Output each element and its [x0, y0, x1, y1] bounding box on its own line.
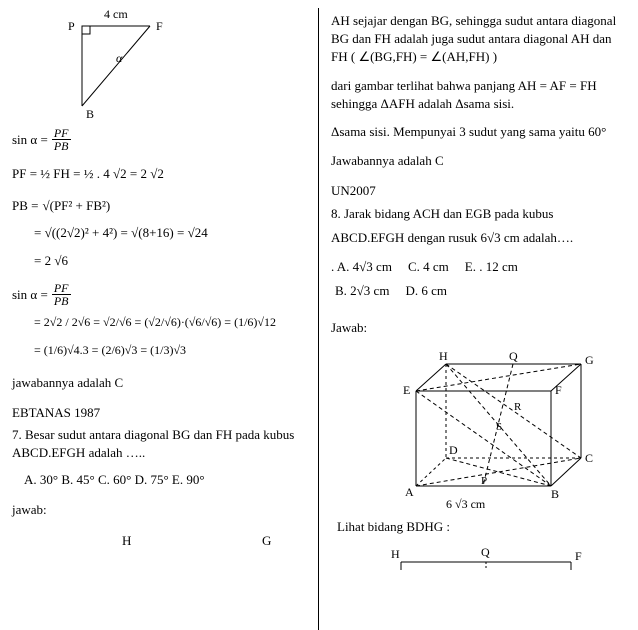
- small-Q: Q: [481, 545, 490, 559]
- eq-sina-2: sin α = PF PB: [12, 282, 306, 307]
- left-column: 4 cm P F B α sin α = PF PB PF = ½ FH = ½…: [0, 0, 318, 630]
- label-4cm: 4 cm: [104, 8, 128, 21]
- p3: Δsama sisi. Mempunyai 3 sudut yang sama …: [331, 123, 625, 141]
- eq-pb-1: PB = √(PF² + FB²): [12, 196, 306, 216]
- eq-pf: PF = ½ FH = ½ . 4 √2 = 2 √2: [12, 164, 306, 184]
- un2007: UN2007: [331, 181, 625, 201]
- label-F: F: [156, 19, 163, 33]
- frac-pf-pb: PF PB: [52, 127, 71, 152]
- label-B: B: [86, 107, 94, 121]
- sina2-lhs: sin α =: [12, 285, 48, 305]
- right-column: AH sejajar dengan BG, sehingga sudut ant…: [319, 0, 637, 630]
- cube-figure: H Q G E F A B C D R S P 6 √3 cm: [391, 346, 611, 511]
- small-F: F: [575, 549, 582, 563]
- sina1-lhs: sin α =: [12, 130, 48, 150]
- cube-B: B: [551, 487, 559, 501]
- q7-options: A. 30° B. 45° C. 60° D. 75° E. 90°: [24, 470, 306, 490]
- eq-pb-2: = √((2√2)² + 4²) = √(8+16) = √24: [34, 223, 306, 243]
- partial-H: H: [122, 533, 131, 549]
- q8-options-row2: B. 2√3 cm D. 6 cm: [331, 281, 625, 301]
- optE: E. . 12 cm: [465, 257, 518, 277]
- cube-Q: Q: [509, 349, 518, 363]
- cube-P: P: [481, 475, 487, 487]
- eq-sina-2b: = 2√2 / 2√6 = √2/√6 = (√2/√6)·(√6/√6) = …: [34, 313, 306, 331]
- q8-options-row1: . A. 4√3 cm C. 4 cm E. . 12 cm: [331, 257, 625, 277]
- jawab-right: Jawab:: [331, 318, 625, 338]
- p1: AH sejajar dengan BG, sehingga sudut ant…: [331, 12, 625, 67]
- cube-C: C: [585, 451, 593, 465]
- p2: dari gambar terlihat bahwa panjang AH = …: [331, 77, 625, 113]
- answer-c-left: jawabannya adalah C: [12, 373, 306, 393]
- label-P: P: [68, 19, 75, 33]
- q7-text: 7. Besar sudut antara diagonal BG dan FH…: [12, 426, 306, 462]
- eq-sina-2c: = (1/6)√4.3 = (2/6)√3 = (1/3)√3: [34, 341, 306, 359]
- cube-R: R: [514, 401, 522, 413]
- optC: C. 4 cm: [408, 257, 449, 277]
- lihat-bdhg: Lihat bidang BDHG :: [337, 517, 625, 537]
- q8a: 8. Jarak bidang ACH dan EGB pada kubus: [331, 204, 625, 224]
- partial-G: G: [262, 533, 271, 549]
- q8b: ABCD.EFGH dengan rusuk 6√3 cm adalah….: [331, 228, 625, 248]
- eq-sina-1: sin α = PF PB: [12, 127, 306, 152]
- triangle-figure: 4 cm P F B α: [42, 8, 182, 123]
- p4: Jawabannya adalah C: [331, 151, 625, 171]
- frac-den2: PB: [52, 295, 71, 307]
- cube-E: E: [403, 383, 410, 397]
- label-alpha: α: [116, 51, 123, 65]
- optA: . A. 4√3 cm: [331, 257, 392, 277]
- small-H: H: [391, 547, 400, 561]
- cube-H: H: [439, 349, 448, 363]
- optB: B. 2√3 cm: [335, 281, 389, 301]
- pb-lhs: PB =: [12, 196, 38, 216]
- optD: D. 6 cm: [405, 281, 447, 301]
- cube-dim: 6 √3 cm: [446, 497, 486, 511]
- cube-G: G: [585, 353, 594, 367]
- frac-den: PB: [52, 140, 71, 152]
- cube-D: D: [449, 443, 458, 457]
- small-rect-top: H Q F: [381, 540, 601, 570]
- eq-pb-3: = 2 √6: [34, 251, 306, 271]
- cube-A: A: [405, 485, 414, 499]
- cube-F: F: [555, 383, 562, 397]
- ebtanas-label: EBTANAS 1987: [12, 403, 306, 423]
- frac-pf-pb-2: PF PB: [52, 282, 71, 307]
- jawab-left: jawab:: [12, 500, 306, 520]
- pb-rad1: √(PF² + FB²): [42, 196, 110, 216]
- cube-S: S: [496, 421, 502, 433]
